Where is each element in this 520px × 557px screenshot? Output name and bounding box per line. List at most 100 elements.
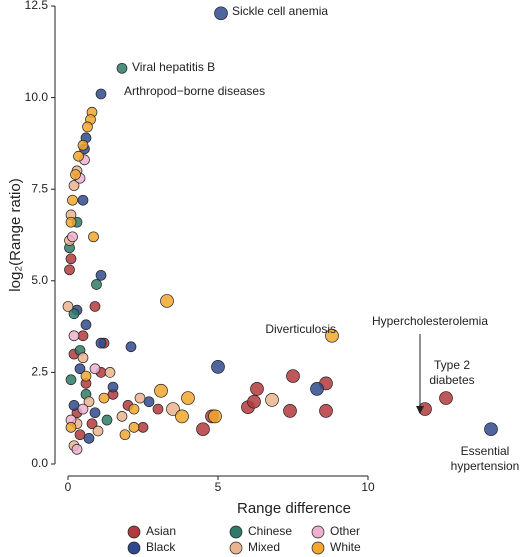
point [107, 381, 119, 393]
point [88, 231, 99, 243]
point [196, 422, 210, 437]
point [80, 319, 92, 331]
x-tick-label: 0 [65, 480, 72, 494]
y-tick-label: 7.5 [31, 181, 48, 195]
point [95, 88, 107, 100]
point [70, 169, 81, 180]
point [89, 407, 101, 419]
point [484, 422, 498, 437]
point [91, 279, 102, 290]
legend-swatch [311, 525, 325, 539]
annotation: diabetes [429, 373, 474, 387]
point [71, 443, 83, 455]
point [77, 330, 89, 342]
point [77, 194, 89, 206]
point [68, 400, 80, 411]
legend-label: Asian [146, 524, 176, 538]
point [175, 409, 189, 424]
point [68, 330, 80, 342]
point [74, 429, 86, 441]
point [166, 402, 180, 416]
point [92, 425, 104, 437]
point [89, 363, 101, 375]
y-tick-label: 10.0 [25, 90, 49, 104]
point [128, 403, 140, 415]
point [310, 382, 324, 396]
point [74, 363, 86, 375]
annotation: Hypercholesterolemia [372, 314, 488, 328]
point [439, 391, 453, 405]
point [95, 337, 107, 349]
y-tick-label: 2.5 [31, 365, 48, 379]
point [77, 352, 89, 364]
point [160, 294, 174, 308]
point [154, 383, 168, 398]
annotation: Viral hepatitis B [132, 60, 215, 74]
point [116, 62, 128, 74]
point [82, 121, 93, 133]
annotation: Diverticulosis [265, 322, 336, 336]
point [73, 150, 84, 162]
y-axis-label: log₂(Range ratio) [7, 178, 24, 291]
legend-swatch [127, 541, 141, 555]
point [64, 264, 75, 276]
point [286, 369, 300, 383]
legend-label: Other [330, 524, 360, 538]
point [247, 394, 261, 409]
point [68, 180, 80, 191]
annotation: Essential [461, 444, 510, 458]
point [181, 391, 195, 405]
y-tick-label: 12.5 [25, 0, 49, 12]
point [101, 414, 113, 426]
point [89, 301, 101, 312]
x-tick-label: 10 [361, 480, 375, 494]
point [62, 301, 74, 312]
point [77, 139, 89, 151]
annotation: Sickle cell anemia [232, 4, 328, 18]
point [208, 409, 222, 424]
point [137, 422, 149, 433]
point [65, 374, 77, 386]
legend-label: Chinese [248, 524, 292, 538]
point [265, 393, 279, 407]
y-tick-label: 5.0 [31, 273, 48, 287]
legend-swatch [229, 541, 243, 555]
point [250, 382, 264, 396]
point [211, 360, 225, 374]
legend-swatch [229, 525, 243, 539]
point [80, 370, 92, 382]
point [119, 429, 131, 441]
annotation: hypertension [451, 459, 520, 473]
point [214, 6, 228, 21]
legend-label: Mixed [248, 540, 280, 554]
legend-label: Black [146, 540, 176, 554]
legend-label: White [330, 540, 361, 554]
point [319, 404, 333, 418]
point [104, 367, 116, 378]
point [65, 253, 77, 265]
point [116, 411, 128, 422]
point [134, 392, 146, 404]
annotation: Type 2 [434, 358, 470, 372]
point [67, 194, 78, 206]
point [125, 341, 137, 353]
point [68, 308, 80, 320]
x-axis-label: Range difference [237, 500, 351, 517]
point [65, 422, 77, 433]
point [86, 418, 98, 430]
legend-swatch [127, 525, 141, 539]
annotation: Arthropod−borne diseases [124, 84, 265, 98]
point [67, 231, 78, 243]
point [83, 396, 95, 408]
point [283, 404, 297, 418]
x-tick-label: 5 [215, 480, 222, 494]
point [128, 422, 140, 433]
point [325, 328, 339, 343]
point [65, 216, 77, 228]
point [143, 396, 155, 408]
legend-swatch [311, 541, 325, 555]
point [83, 433, 95, 444]
point [152, 403, 164, 415]
point [77, 403, 89, 415]
